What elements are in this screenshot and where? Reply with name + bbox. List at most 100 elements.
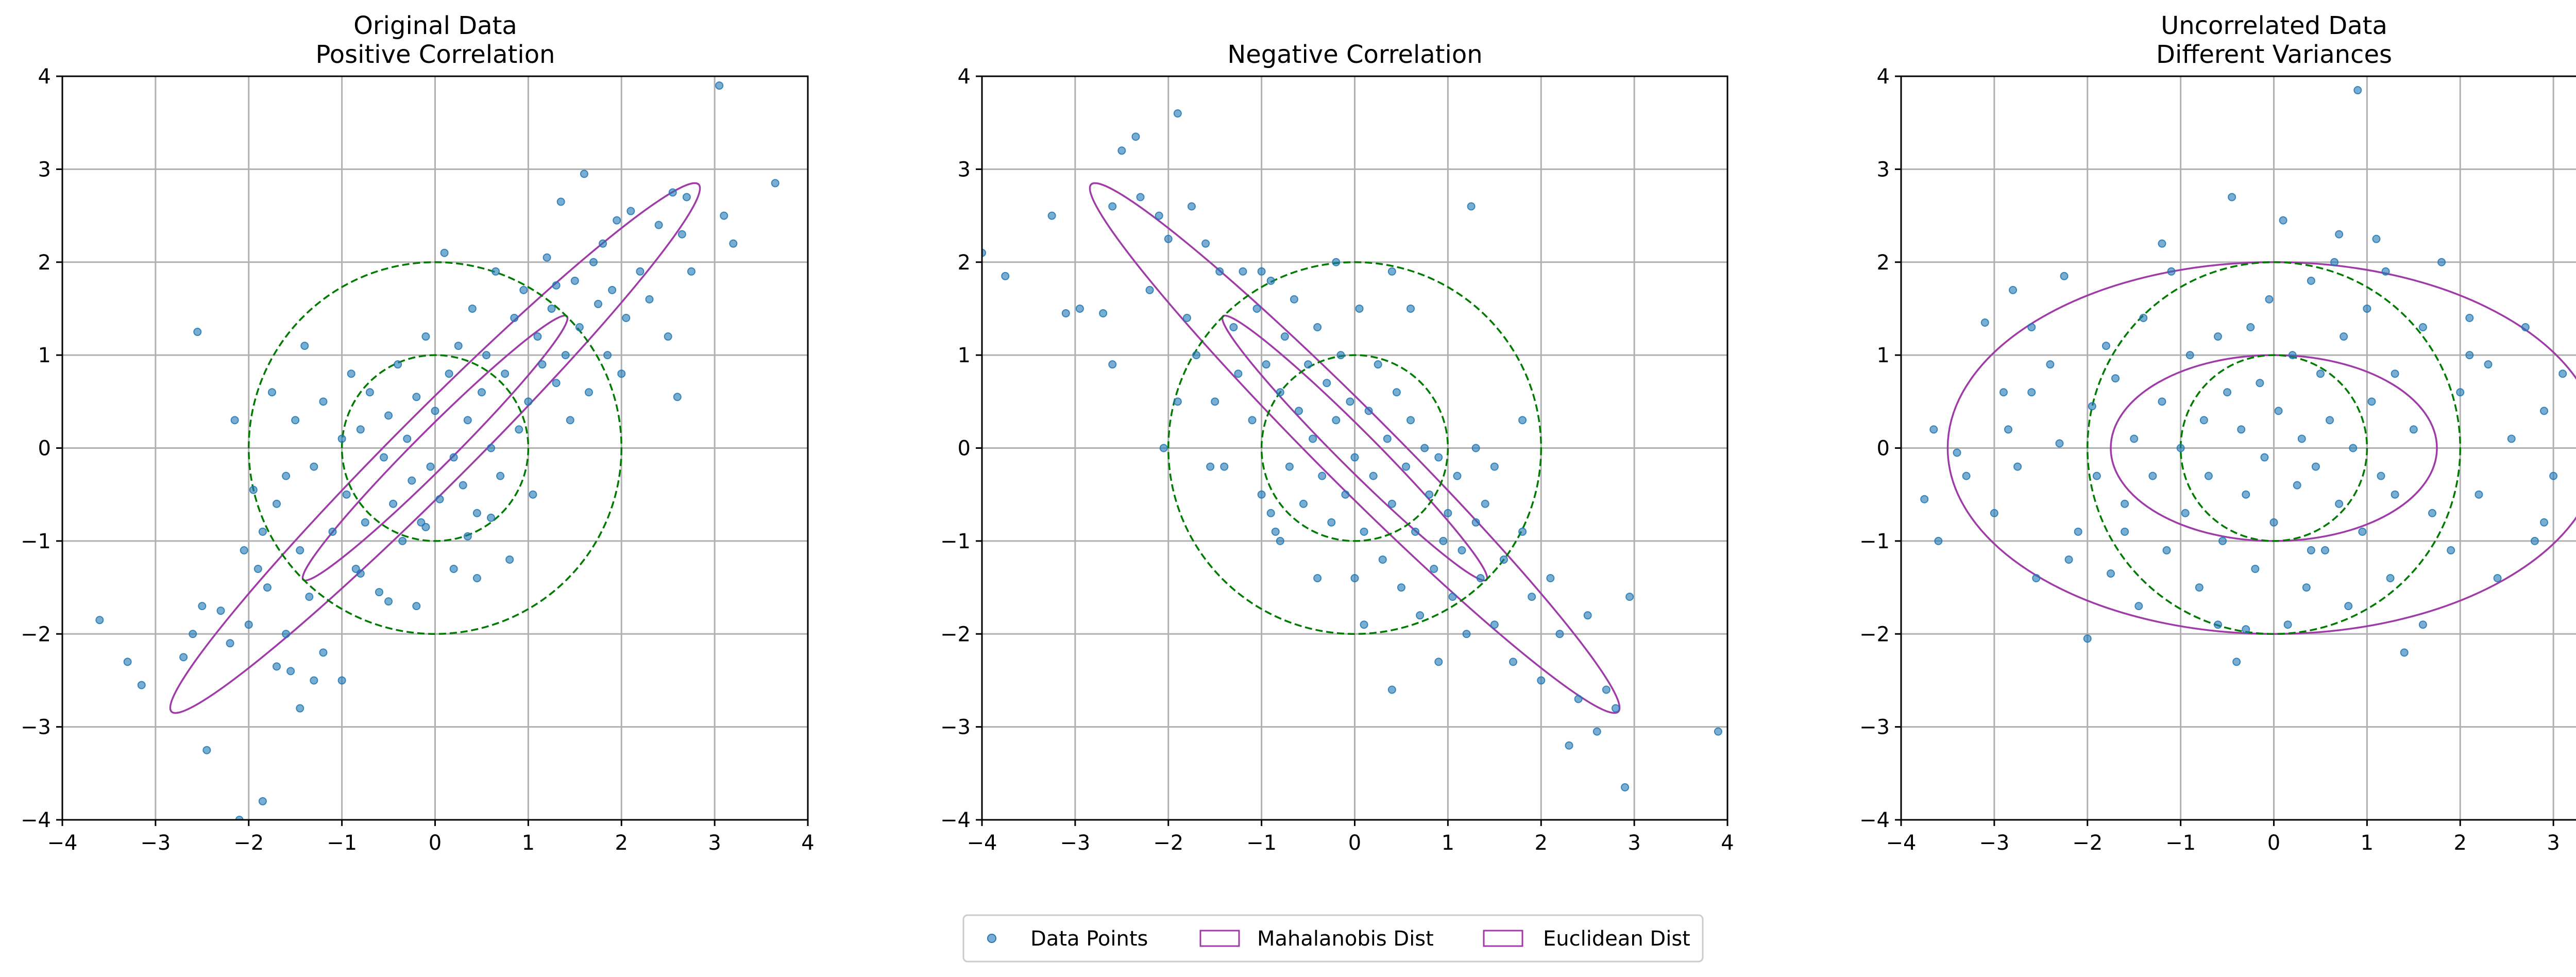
panel-1-data-point xyxy=(347,369,355,378)
panel-1-data-point xyxy=(533,332,542,341)
panel-1-data-point xyxy=(342,490,351,499)
panel-2-data-point xyxy=(1182,313,1191,322)
panel-2-data-point xyxy=(1313,323,1322,332)
panel-3-data-point xyxy=(2265,295,2274,304)
panel-2-data-point xyxy=(1453,471,1462,480)
panel-3-data-point xyxy=(2130,434,2139,443)
panel-3-data-point xyxy=(2121,527,2129,536)
panel-2-xtick-label: 3 xyxy=(1628,831,1640,855)
panel-1-data-point xyxy=(356,425,365,434)
legend-point-marker xyxy=(987,934,996,943)
panel-2-data-point xyxy=(1075,304,1084,313)
panel-2-xtick-label: −2 xyxy=(1153,831,1183,855)
panel-3-xtick-label: 3 xyxy=(2547,831,2560,855)
panel-1-data-point xyxy=(561,351,570,360)
panel-2-data-point xyxy=(1528,593,1536,601)
panel-3-data-point xyxy=(2521,323,2530,332)
panel-2-data-point xyxy=(1583,611,1592,620)
panel-1-data-point xyxy=(361,518,369,527)
panel-3-title: Uncorrelated Data xyxy=(2161,11,2387,40)
panel-3-data-point xyxy=(2465,351,2474,360)
panel-1-data-point xyxy=(459,481,467,490)
panel-1-data-point xyxy=(291,416,300,425)
panel-2-data-point xyxy=(1159,444,1168,452)
panel-1-subtitle: Positive Correlation xyxy=(316,40,555,69)
panel-2-data-point xyxy=(1257,267,1266,276)
panel-1-data-point xyxy=(282,471,291,480)
panel-1-euclidean-ellipse-2 xyxy=(248,261,622,635)
panel-3-data-point xyxy=(2558,369,2567,378)
panel-1-data-point xyxy=(389,499,398,508)
panel-1-data-point xyxy=(492,267,500,276)
panel-2-data-point xyxy=(1108,360,1117,369)
panel-3-data-point xyxy=(2326,416,2334,425)
panel-2-data-point xyxy=(1471,444,1480,452)
panel-3-data-point xyxy=(2507,434,2516,443)
panel-3-data-point xyxy=(2176,444,2185,452)
panel-1-data-point xyxy=(240,546,248,554)
panel-3-xtick-label: −1 xyxy=(2165,831,2196,855)
panel-2-data-point xyxy=(1145,285,1154,294)
panel-1-data-point xyxy=(487,513,496,522)
panel-2-data-point xyxy=(1262,360,1270,369)
panel-3-data-point xyxy=(2372,234,2381,243)
panel-2-ytick-label: −4 xyxy=(940,808,971,832)
panel-3-data-point xyxy=(2195,583,2204,592)
panel-2-data-point xyxy=(1257,490,1266,499)
panel-1-data-point xyxy=(226,639,234,648)
panel-1-data-point xyxy=(673,393,682,401)
panel-3-data-point xyxy=(2297,434,2306,443)
panel-2-data-point xyxy=(1360,620,1368,629)
panel-3-data-point xyxy=(2540,407,2549,415)
panel-2-data-point xyxy=(1164,234,1173,243)
panel-2-data-point xyxy=(1448,593,1457,601)
panel-2-mahalanobis-ellipse-2 xyxy=(1089,182,1621,714)
panel-3-data-point xyxy=(2218,536,2227,545)
panel-3-data-point xyxy=(2391,369,2399,378)
panel-2-points xyxy=(982,109,1722,791)
panel-2-xtick-label: −4 xyxy=(967,831,997,855)
panel-3-data-point xyxy=(2279,216,2287,225)
panel-1-data-point xyxy=(296,704,304,713)
panel-2-xtick-label: −1 xyxy=(1246,831,1277,855)
panel-3-ytick-label: −2 xyxy=(1859,622,1890,646)
panel-1-data-point xyxy=(584,388,593,397)
panel-3-data-point xyxy=(2088,402,2096,411)
panel-3-data-point xyxy=(2167,267,2176,276)
panel-3-ytick-label: 3 xyxy=(1877,158,1890,181)
panel-1-data-point xyxy=(552,379,561,388)
panel-3-data-point xyxy=(2148,471,2157,480)
panel-2-data-point xyxy=(1425,490,1434,499)
panel-3-data-point xyxy=(2162,546,2171,554)
panel-3-data-point xyxy=(2391,490,2399,499)
panel-2-ytick-label: 4 xyxy=(958,65,971,89)
panel-2-data-point xyxy=(1201,239,1210,248)
panel-3-data-point xyxy=(1920,495,1929,503)
panel-1-xtick-label: −1 xyxy=(327,831,357,855)
panel-1-data-point xyxy=(193,328,202,336)
panel-1-data-point xyxy=(394,360,402,369)
panel-3-data-point xyxy=(2032,574,2041,583)
panel-1-data-point xyxy=(472,509,481,517)
panel-2-data-point xyxy=(1392,388,1401,397)
panel-1-data-point xyxy=(715,81,724,90)
panel-1-data-point xyxy=(337,434,346,443)
panel-2-data-point xyxy=(1252,304,1261,313)
panel-1-data-point xyxy=(599,239,607,248)
legend-label-mahalanobis: Mahalanobis Dist xyxy=(1257,927,1434,951)
panel-1-data-point xyxy=(310,676,318,685)
panel-3-data-point xyxy=(2242,490,2250,499)
panel-2-data-point xyxy=(1336,351,1345,360)
panel-1-data-point xyxy=(445,369,453,378)
panel-3-euclidean-ellipse-2 xyxy=(2087,261,2461,635)
panel-3-data-point xyxy=(2223,388,2232,397)
panel-2-data-point xyxy=(1444,509,1452,517)
panel-1: Original Data Positive Correlation −4 −3−… xyxy=(21,11,815,855)
panel-1-data-point xyxy=(216,607,225,615)
panel-2-data-point xyxy=(1383,434,1392,443)
panel-1-data-point xyxy=(244,620,253,629)
panel-1-data-point xyxy=(421,523,430,531)
panel-1-ytick-label: −2 xyxy=(21,622,51,646)
panel-3-subtitle: Different Variances xyxy=(2156,40,2392,69)
panel-2-data-point xyxy=(1355,304,1364,313)
